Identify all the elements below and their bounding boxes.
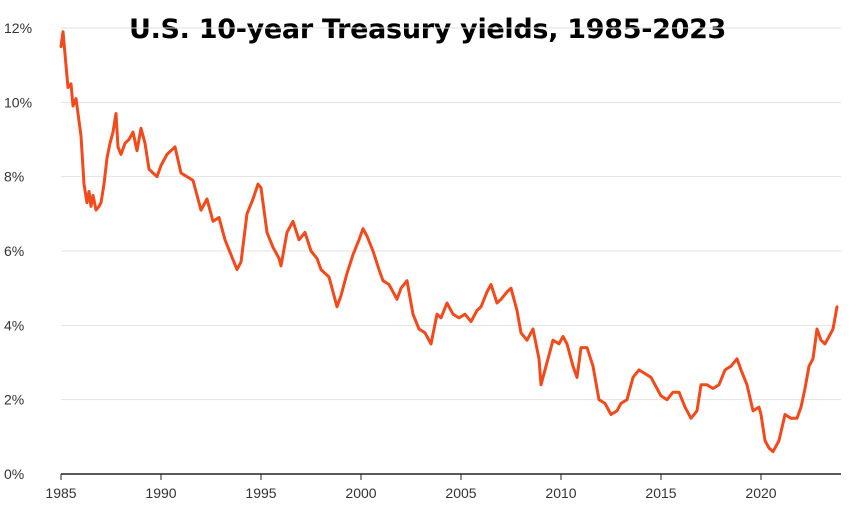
- x-tick-label: 2000: [345, 485, 376, 501]
- y-tick-label: 2%: [4, 392, 24, 408]
- x-tick-label: 1990: [145, 485, 176, 501]
- x-tick-label: 2005: [445, 485, 476, 501]
- x-tick-label: 1985: [45, 485, 76, 501]
- y-tick-label: 8%: [4, 169, 24, 185]
- x-tick-label: 1995: [245, 485, 276, 501]
- y-tick-label: 10%: [4, 94, 32, 110]
- series-layer: [59, 30, 839, 454]
- grid-lines: [61, 27, 841, 401]
- series-line: [59, 30, 839, 454]
- y-tick-label: 0%: [4, 466, 24, 482]
- y-tick-label: 12%: [4, 20, 32, 36]
- y-tick-label: 4%: [4, 317, 24, 333]
- x-tick-label: 2015: [645, 485, 676, 501]
- x-tick-labels: 1985 1990 1995 2000 2005 2010 2015 2020: [45, 485, 776, 501]
- chart-title: U.S. 10-year Treasury yields, 1985-2023: [128, 14, 727, 45]
- y-tick-labels: 0% 2% 4% 6% 8% 10% 12%: [4, 20, 32, 482]
- x-axis: [60, 473, 841, 480]
- x-tick-label: 2020: [745, 485, 776, 501]
- y-tick-label: 6%: [4, 243, 24, 259]
- x-tick-label: 2010: [545, 485, 576, 501]
